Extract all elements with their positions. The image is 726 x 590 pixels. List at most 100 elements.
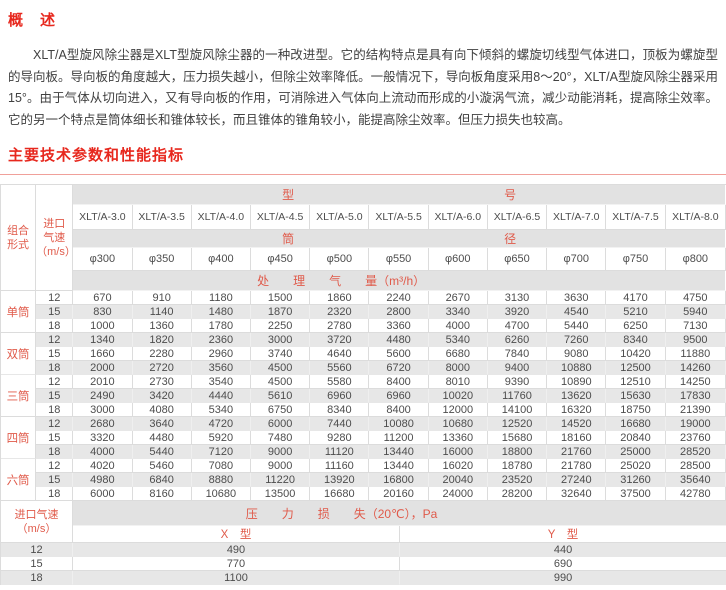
capacity-value: 2320 [310, 305, 370, 319]
model-header: XLT/A-8.0 [665, 205, 726, 230]
overview-title: 概 述 [8, 12, 57, 29]
capacity-value: 20040 [428, 473, 488, 487]
capacity-value: 13620 [547, 389, 607, 403]
capacity-value: 6720 [369, 361, 429, 375]
inlet-velocity-header: 进口气速（m/s） [36, 185, 74, 291]
capacity-value: 2680 [73, 417, 133, 431]
capacity-value: 6680 [428, 347, 488, 361]
capacity-value: 6960 [310, 389, 370, 403]
inlet-speed-value: 18 [36, 445, 74, 459]
capacity-value: 25000 [606, 445, 666, 459]
capacity-value: 6260 [487, 333, 548, 347]
capacity-value: 9000 [250, 445, 311, 459]
capacity-value: 8160 [132, 487, 192, 501]
diameter-value: φ550 [369, 248, 429, 271]
capacity-value: 6000 [73, 487, 133, 501]
capacity-value: 14100 [487, 403, 548, 417]
capacity-value: 12500 [606, 361, 666, 375]
capacity-value: 4170 [606, 291, 666, 305]
capacity-value: 3720 [310, 333, 370, 347]
model-header: XLT/A-3.0 [73, 205, 133, 230]
capacity-value: 20160 [369, 487, 429, 501]
capacity-value: 5920 [191, 431, 251, 445]
capacity-value: 16680 [310, 487, 370, 501]
capacity-value: 8340 [606, 333, 666, 347]
capacity-value: 23760 [665, 431, 726, 445]
capacity-value: 6750 [250, 403, 311, 417]
model-band: 型号 [73, 185, 726, 205]
capacity-value: 4080 [132, 403, 192, 417]
capacity-value: 3560 [191, 361, 251, 375]
capacity-value: 5460 [132, 459, 192, 473]
capacity-value: 910 [132, 291, 192, 305]
capacity-value: 28500 [665, 459, 726, 473]
capacity-value: 5340 [191, 403, 251, 417]
group-label: 三筒 [1, 375, 37, 417]
capacity-value: 3740 [250, 347, 311, 361]
capacity-value: 17830 [665, 389, 726, 403]
capacity-value: 1870 [250, 305, 311, 319]
capacity-value: 5600 [369, 347, 429, 361]
capacity-value: 2240 [369, 291, 429, 305]
inlet-speed-value: 12 [1, 543, 73, 557]
inlet-speed-value: 15 [36, 473, 74, 487]
capacity-value: 16680 [606, 417, 666, 431]
capacity-value: 32640 [547, 487, 607, 501]
column-header-x-type: X 型 [73, 526, 400, 543]
capacity-value: 27240 [547, 473, 607, 487]
capacity-value: 3340 [428, 305, 488, 319]
capacity-value: 31260 [606, 473, 666, 487]
group-label: 六筒 [1, 459, 37, 501]
capacity-value: 18780 [487, 459, 548, 473]
capacity-value: 13440 [369, 459, 429, 473]
pressure-y-value: 690 [400, 557, 726, 571]
capacity-value: 1780 [191, 319, 251, 333]
capacity-value: 3360 [369, 319, 429, 333]
inlet-velocity-header: 进口气速（m/s） [1, 501, 73, 543]
capacity-value: 2670 [428, 291, 488, 305]
capacity-value: 2720 [132, 361, 192, 375]
capacity-value: 2800 [369, 305, 429, 319]
capacity-value: 5940 [665, 305, 726, 319]
capacity-value: 8340 [310, 403, 370, 417]
capacity-value: 8400 [369, 375, 429, 389]
diameter-value: φ500 [310, 248, 370, 271]
inlet-speed-value: 15 [1, 557, 73, 571]
capacity-value: 4700 [487, 319, 548, 333]
capacity-value: 11160 [310, 459, 370, 473]
capacity-value: 10680 [191, 487, 251, 501]
capacity-value: 4750 [665, 291, 726, 305]
inlet-speed-value: 12 [36, 417, 74, 431]
capacity-value: 4720 [191, 417, 251, 431]
capacity-value: 15630 [606, 389, 666, 403]
capacity-value: 3000 [250, 333, 311, 347]
capacity-value: 16320 [547, 403, 607, 417]
capacity-value: 3130 [487, 291, 548, 305]
spec-table: 组合 形式 进口 气速 （m/s）型号 XLT/A-3.0 XLT/A-3.5 XLT/A-4… [0, 184, 726, 501]
diameter-band: 筒径 [73, 230, 726, 248]
group-label: 四筒 [1, 417, 37, 459]
capacity-value: 4640 [310, 347, 370, 361]
capacity-value: 11760 [487, 389, 548, 403]
capacity-value: 10880 [547, 361, 607, 375]
capacity-value: 1360 [132, 319, 192, 333]
capacity-value: 28520 [665, 445, 726, 459]
capacity-value: 1140 [132, 305, 192, 319]
capacity-value: 4480 [132, 431, 192, 445]
capacity-value: 28200 [487, 487, 548, 501]
capacity-value: 2360 [191, 333, 251, 347]
section-divider [0, 174, 726, 175]
capacity-value: 12520 [487, 417, 548, 431]
capacity-value: 2000 [73, 361, 133, 375]
capacity-value: 12510 [606, 375, 666, 389]
capacity-value: 24000 [428, 487, 488, 501]
capacity-value: 3640 [132, 417, 192, 431]
capacity-value: 6840 [132, 473, 192, 487]
inlet-speed-value: 18 [36, 403, 74, 417]
overview-paragraph: XLT/A型旋风除尘器是XLT型旋风除尘器的一种改进型。它的结构特点是具有向下倾… [8, 48, 718, 127]
model-header: XLT/A-5.0 [310, 205, 370, 230]
capacity-value: 1340 [73, 333, 133, 347]
capacity-value: 11200 [369, 431, 429, 445]
diameter-value: φ300 [73, 248, 133, 271]
